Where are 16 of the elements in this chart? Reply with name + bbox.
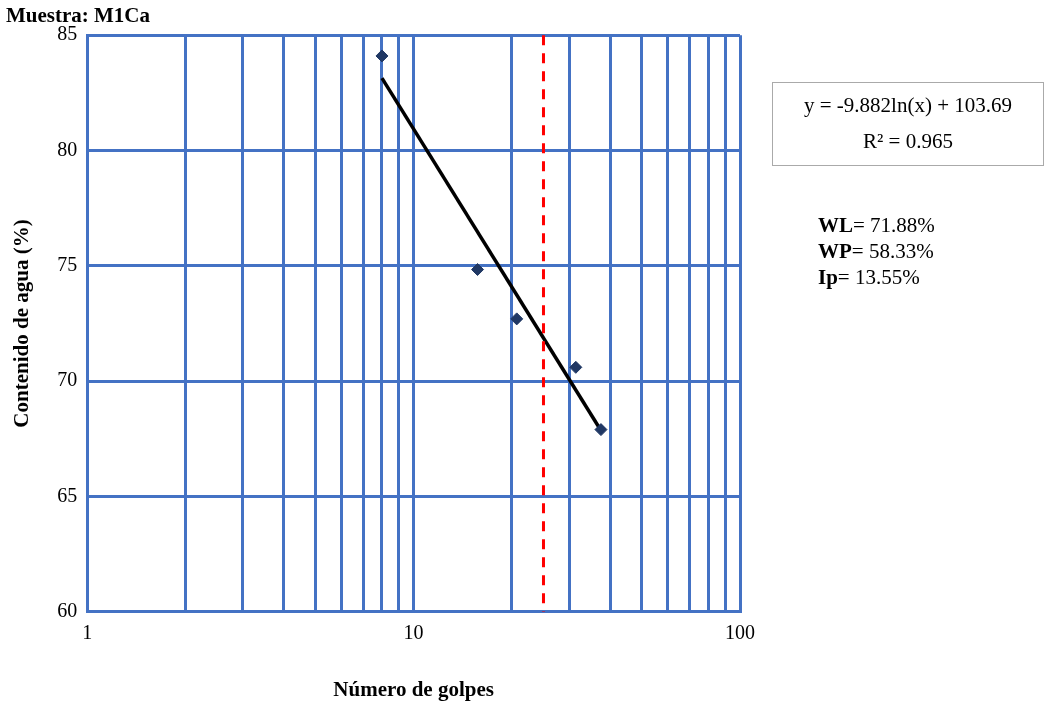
y-tick-label: 60 [57,599,78,622]
x-tick-label: 100 [725,621,755,644]
y-tick-label: 75 [57,253,78,276]
y-tick-label: 70 [57,368,78,391]
x-axis-title: Número de golpes [333,676,494,701]
text: Ip= 13.55% [818,264,921,290]
text: R² = 0.965 [862,128,954,155]
x-tick-label: 1 [82,621,93,644]
y-tick-label: 65 [57,483,78,506]
y-axis-title: Contenido de agua (%) [9,219,34,428]
text: WL= 71.88% [818,212,935,238]
text: WP= 58.33% [818,238,935,264]
text: y = -9.882ln(x) + 103.69 [803,92,1013,119]
y-tick-label: 85 [57,22,78,45]
x-tick-label: 10 [403,621,424,644]
y-tick-label: 80 [57,137,78,160]
